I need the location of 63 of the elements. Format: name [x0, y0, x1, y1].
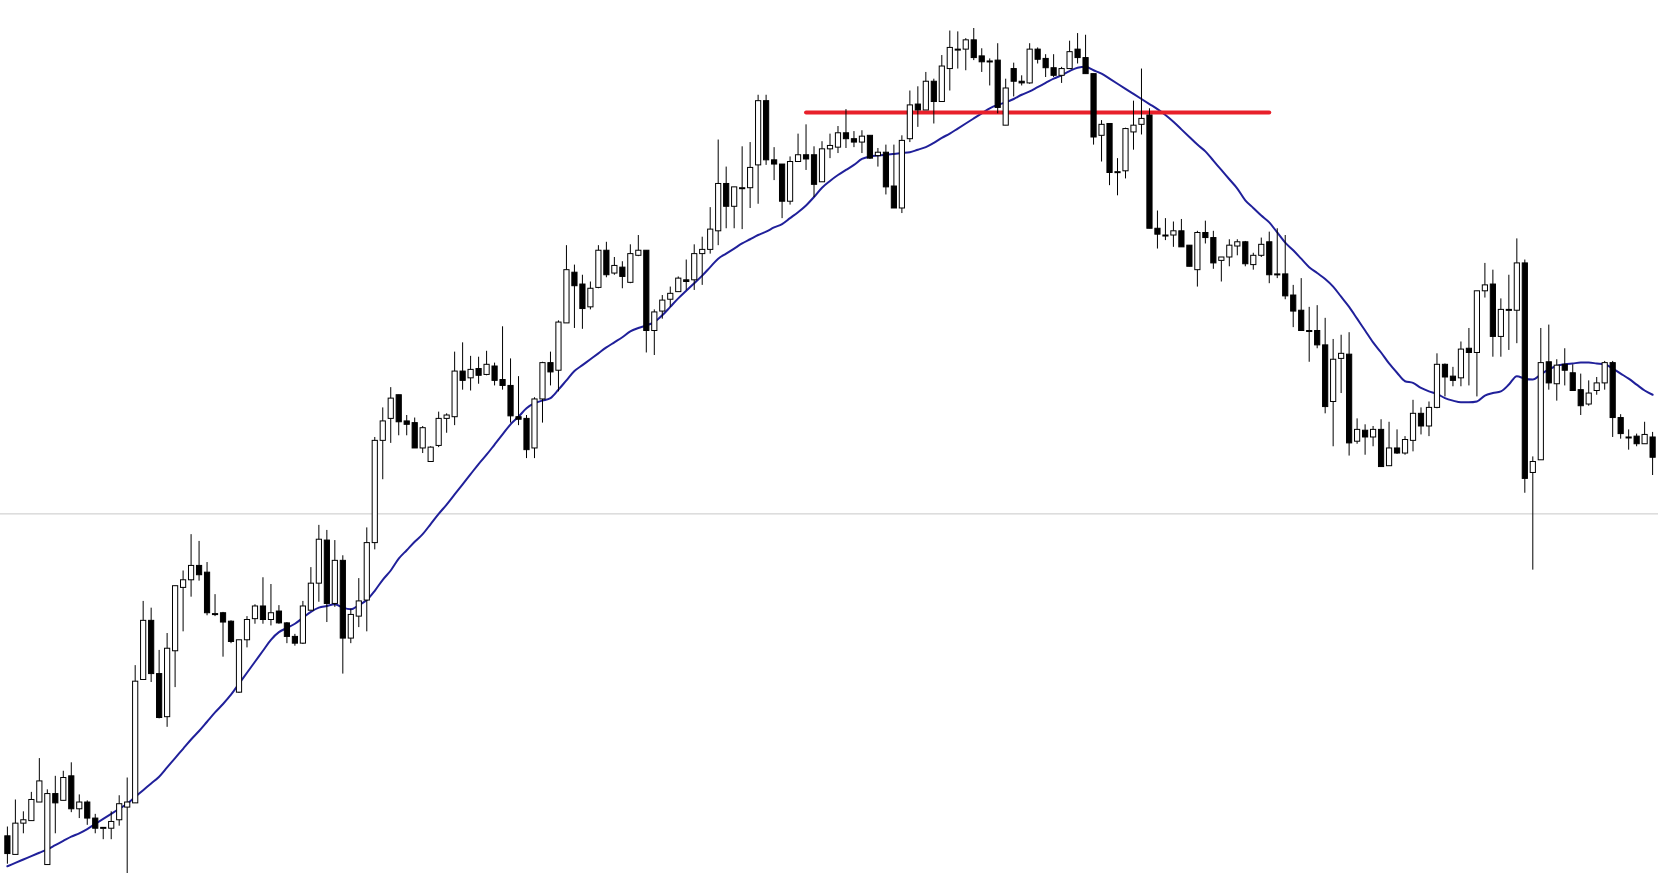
candlestick	[1545, 324, 1552, 391]
candlestick	[1505, 274, 1512, 351]
candlestick	[1401, 435, 1409, 456]
candlestick	[1553, 358, 1560, 402]
candlestick	[227, 619, 235, 644]
candlestick	[275, 604, 283, 625]
candlestick	[874, 147, 882, 168]
candlestick	[251, 603, 259, 625]
candlestick	[1314, 304, 1321, 349]
candlestick	[379, 406, 386, 480]
candlestick	[108, 810, 115, 840]
candlestick	[1441, 362, 1449, 397]
candlestick	[890, 144, 897, 209]
candlestick	[195, 540, 203, 582]
candlestick	[739, 145, 746, 230]
candlestick	[124, 777, 131, 874]
candlestick	[116, 794, 123, 827]
candlestick	[914, 85, 921, 128]
candlestick	[1362, 423, 1369, 456]
candlestick	[842, 108, 850, 149]
candlestick	[723, 166, 730, 229]
candlestick	[1369, 425, 1377, 447]
candlestick	[1561, 347, 1568, 386]
candlestick	[866, 134, 874, 160]
candlestick	[747, 141, 754, 209]
candlestick	[243, 615, 251, 648]
candlestick	[1385, 421, 1393, 467]
candlestick	[707, 206, 714, 255]
candlestick	[794, 133, 802, 163]
candlestick	[850, 130, 858, 148]
candlestick	[355, 577, 362, 628]
candlestick	[1465, 327, 1473, 386]
candlestick	[1449, 366, 1457, 387]
candlestick	[1481, 262, 1488, 299]
candlestick	[954, 30, 961, 70]
candlestick	[834, 125, 842, 154]
candlestick	[962, 37, 969, 71]
candlestick	[1417, 406, 1425, 435]
candlestick	[1354, 417, 1361, 445]
candlestick	[826, 133, 834, 159]
candlestick	[267, 583, 275, 626]
candlestick	[1290, 284, 1297, 328]
candlestick	[219, 611, 227, 658]
candlestick	[802, 123, 810, 171]
candlestick	[187, 533, 195, 598]
candlestick	[699, 236, 706, 286]
candlestick	[283, 621, 291, 644]
candlestick	[1425, 400, 1433, 437]
candlestick	[347, 608, 354, 644]
candlestick	[1338, 334, 1345, 394]
candlestick	[259, 576, 267, 625]
candlestick	[1298, 277, 1305, 332]
candlestick	[1282, 234, 1289, 300]
candlestick	[930, 78, 937, 124]
candlestick	[1393, 428, 1401, 455]
candlestick	[211, 593, 219, 617]
candlestick	[1306, 306, 1313, 363]
candlestick	[731, 186, 738, 229]
candlestick	[771, 146, 778, 181]
candlestick	[180, 569, 187, 632]
candlestick	[946, 30, 953, 92]
candlestick	[858, 129, 866, 154]
candlestick	[1529, 455, 1536, 571]
